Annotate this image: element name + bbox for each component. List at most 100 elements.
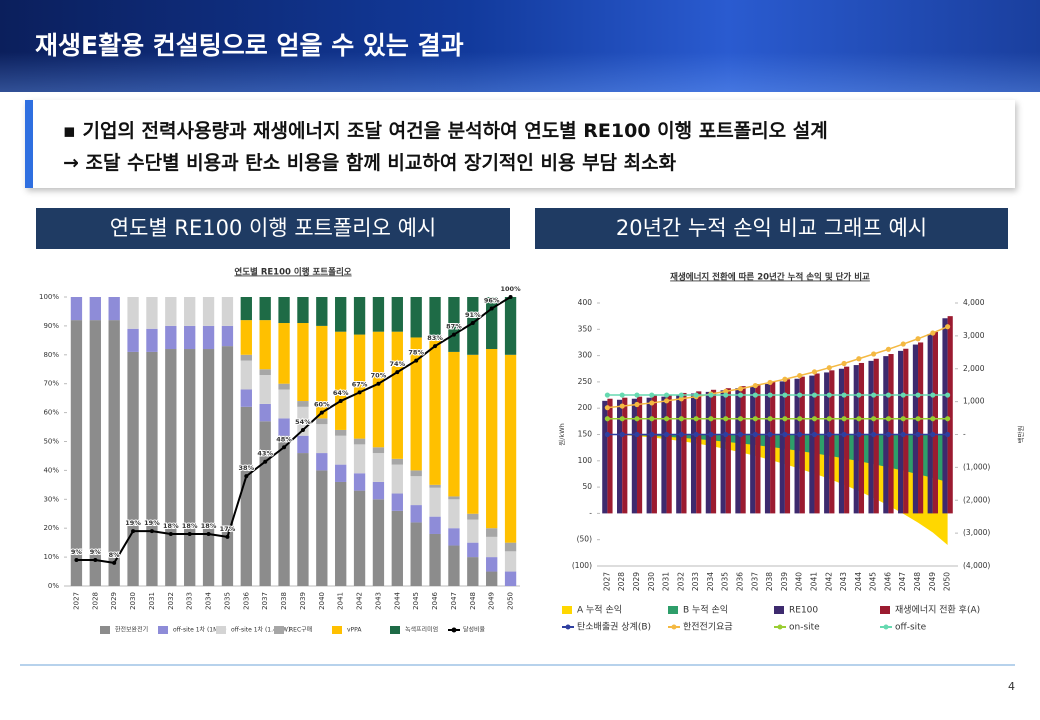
- x-tick-label: 2030: [647, 572, 656, 591]
- bar: [467, 297, 479, 355]
- y2-tick-label: 3,000: [963, 331, 985, 340]
- bar: [259, 297, 271, 321]
- marker: [797, 431, 803, 438]
- bar: [631, 398, 637, 514]
- bar: [410, 337, 422, 471]
- bar: [146, 328, 158, 352]
- legend-swatch: [158, 626, 168, 634]
- bar: [278, 383, 290, 390]
- bar: [391, 331, 403, 459]
- bar: [410, 505, 422, 523]
- marker: [930, 392, 936, 398]
- marker: [131, 529, 136, 534]
- x-tick-label: 2046: [431, 591, 439, 609]
- bar: [486, 571, 498, 586]
- summary-line: ▪ 기업의 전력사용량과 재생에너지 조달 여건을 분석하여 연도별 RE100…: [63, 120, 828, 142]
- bar: [335, 331, 347, 430]
- marker: [663, 416, 670, 422]
- data-label: 8%: [109, 551, 121, 559]
- marker: [752, 392, 758, 398]
- marker: [811, 369, 818, 375]
- bar: [696, 391, 702, 514]
- x-tick-label: 2039: [299, 592, 307, 610]
- marker: [930, 416, 936, 422]
- x-tick-label: 2044: [854, 572, 863, 591]
- legend-swatch: [100, 626, 110, 634]
- data-label: 9%: [90, 548, 102, 556]
- y-tick-label: 50%: [43, 438, 59, 446]
- marker: [782, 416, 788, 422]
- y-tick-label: 40%: [43, 466, 59, 474]
- y-tick-label: 100: [578, 456, 593, 465]
- bar: [297, 435, 309, 454]
- bar: [607, 398, 613, 514]
- marker: [604, 416, 610, 422]
- marker: [915, 336, 921, 342]
- marker: [797, 416, 803, 422]
- data-label: 60%: [314, 401, 330, 409]
- bar: [372, 481, 385, 500]
- bar: [127, 351, 139, 586]
- marker: [856, 431, 862, 438]
- bar: [221, 325, 234, 347]
- bar: [622, 397, 628, 514]
- marker: [376, 381, 381, 386]
- bar: [278, 435, 290, 586]
- bar: [448, 496, 460, 500]
- data-label: 18%: [163, 522, 179, 530]
- bar: [278, 389, 290, 419]
- x-tick-label: 2042: [356, 592, 364, 610]
- plot: [602, 316, 953, 545]
- legend-swatch: [451, 627, 457, 633]
- x-tick-label: 2038: [765, 572, 774, 591]
- y-tick-label: 0%: [48, 582, 59, 590]
- legend-swatch: [883, 624, 889, 630]
- marker: [225, 534, 230, 539]
- bar: [127, 328, 139, 352]
- bar: [240, 297, 252, 321]
- bar: [927, 334, 933, 514]
- legend-swatch: [562, 606, 572, 614]
- bar: [690, 393, 697, 514]
- legend-swatch: [390, 626, 400, 634]
- x-tick-label: 2043: [374, 592, 382, 610]
- legend-label: B 누적 손익: [683, 604, 728, 616]
- marker: [871, 392, 877, 398]
- marker: [693, 416, 699, 422]
- bar: [646, 397, 652, 514]
- data-label: 38%: [239, 464, 255, 472]
- bar: [202, 297, 215, 326]
- bar: [486, 349, 498, 529]
- marker: [723, 392, 729, 398]
- bar: [486, 536, 498, 558]
- summary-line: → 조달 수단별 비용과 탄소 비용을 함께 비교하여 장기적인 비용 부담 최…: [63, 152, 677, 174]
- marker: [900, 416, 906, 422]
- bar: [146, 351, 158, 586]
- y-tick-label: (50): [577, 535, 592, 544]
- marker: [470, 321, 475, 326]
- marker: [945, 416, 951, 422]
- marker: [797, 392, 803, 398]
- y-tick-label: 200: [578, 403, 593, 412]
- x-tick-label: 2036: [736, 572, 745, 591]
- bar: [824, 372, 830, 514]
- bar: [814, 373, 820, 514]
- bar: [410, 476, 422, 506]
- marker: [206, 531, 211, 536]
- bar: [353, 444, 366, 474]
- data-label: 64%: [333, 389, 349, 397]
- marker: [414, 358, 419, 363]
- bar: [372, 499, 385, 586]
- data-label: 18%: [201, 522, 217, 530]
- marker: [244, 474, 249, 479]
- legend-swatch: [774, 606, 784, 614]
- marker: [885, 392, 892, 398]
- marker: [663, 398, 670, 404]
- marker: [149, 529, 154, 534]
- marker: [634, 392, 640, 398]
- bar: [467, 513, 479, 520]
- legend-label: on-site: [789, 623, 820, 633]
- y2-tick-label: (1,000): [963, 462, 990, 471]
